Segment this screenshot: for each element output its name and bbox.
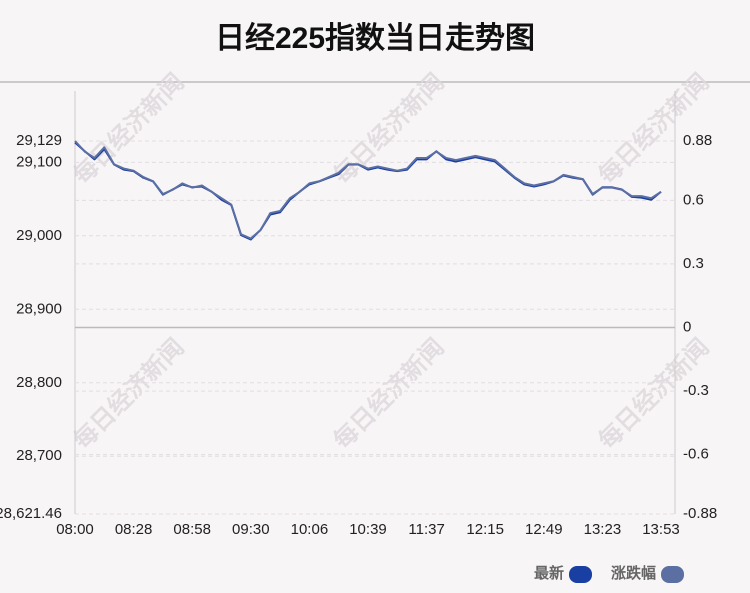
x-tick-label: 08:28 — [115, 521, 153, 538]
y2-tick-label: 0.88 — [683, 132, 712, 149]
chart-title: 日经225指数当日走势图 — [215, 21, 535, 55]
x-tick-label: 11:37 — [408, 521, 444, 538]
y-tick-label: 29,129 — [16, 132, 62, 149]
x-tick-label: 12:49 — [525, 521, 563, 538]
x-tick-label: 08:00 — [56, 521, 94, 538]
x-tick-label: 09:30 — [232, 521, 270, 538]
x-tick-label: 13:23 — [584, 521, 622, 538]
legend-swatch — [661, 566, 684, 583]
series-line — [74, 140, 662, 240]
x-tick-label: 13:53 — [642, 521, 680, 538]
y-tick-label: 28,700 — [16, 447, 62, 464]
x-tick-label: 12:15 — [466, 521, 504, 538]
x-tick-label: 10:39 — [349, 521, 387, 538]
y2-tick-label: 0.3 — [683, 255, 704, 272]
y2-tick-label: 0.6 — [683, 191, 704, 208]
y2-tick-label: 0 — [683, 318, 691, 335]
y-tick-label: 28,900 — [16, 300, 62, 317]
legend-label: 涨跌幅 — [611, 564, 656, 582]
x-tick-label: 08:58 — [173, 521, 211, 538]
legend-swatch — [569, 566, 592, 583]
x-tick-label: 10:06 — [291, 521, 329, 538]
legend-label: 最新 — [534, 564, 564, 582]
y2-tick-label: -0.6 — [683, 446, 709, 463]
y-tick-label: 29,000 — [16, 227, 62, 244]
y-tick-label: 29,100 — [16, 153, 62, 170]
y-tick-label: 28,800 — [16, 374, 62, 391]
y2-tick-label: -0.3 — [683, 382, 709, 399]
y-tick-label: 28,621.46 — [0, 505, 62, 522]
y2-tick-label: -0.88 — [683, 505, 717, 522]
